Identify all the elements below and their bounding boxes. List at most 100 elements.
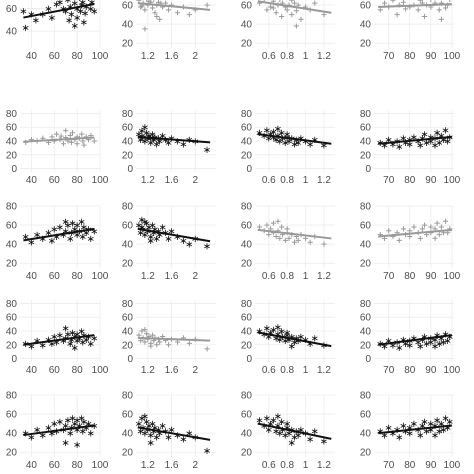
data-point xyxy=(312,0,318,6)
data-point: ∗ xyxy=(141,230,149,241)
y-tick-label: 0 xyxy=(127,354,133,365)
trend-line xyxy=(23,3,95,19)
data-point: ∗ xyxy=(44,335,52,346)
y-tick-label: 80 xyxy=(241,299,253,310)
data-point xyxy=(321,241,327,247)
trend-line xyxy=(23,136,95,143)
data-point: ∗ xyxy=(66,2,74,13)
data-point: ∗ xyxy=(435,427,443,438)
data-point: ∗ xyxy=(263,413,271,424)
data-point xyxy=(407,233,413,240)
data-point: ∗ xyxy=(151,423,159,434)
data-point: ∗ xyxy=(406,139,414,150)
data-point xyxy=(80,138,86,144)
y-tick-label: 0 xyxy=(365,164,371,175)
y-tick-label: 80 xyxy=(6,109,18,120)
panel-r2-c3: 0204060800.60.811.2∗∗∗∗∗∗∗∗∗∗∗∗∗∗∗∗∗∗∗∗∗… xyxy=(241,109,335,186)
panel-r2-c2: 0204060801.21.62∗∗∗∗∗∗∗∗∗∗∗∗∗∗∗∗∗∗∗∗∗∗∗∗… xyxy=(122,109,216,186)
data-point: ∗ xyxy=(399,335,407,346)
data-point: ∗ xyxy=(320,436,328,447)
data-point: ∗ xyxy=(148,221,156,232)
data-point: ∗ xyxy=(443,423,451,434)
data-point xyxy=(63,128,69,134)
data-point: ∗ xyxy=(164,138,172,149)
data-point: ∗ xyxy=(401,427,409,438)
data-point: ∗ xyxy=(203,242,211,253)
data-point: ∗ xyxy=(81,9,89,20)
data-point: ∗ xyxy=(150,228,158,239)
x-tick-label: 80 xyxy=(404,365,416,376)
data-point: ∗ xyxy=(431,335,439,346)
data-point: ∗ xyxy=(278,425,286,436)
data-point: ∗ xyxy=(306,339,314,350)
x-tick-label: 40 xyxy=(26,460,38,471)
x-tick-label: 80 xyxy=(404,51,416,62)
x-tick-label: 90 xyxy=(425,460,437,471)
x-tick-label: 1.6 xyxy=(165,365,179,376)
data-point xyxy=(293,23,299,29)
data-point: ∗ xyxy=(179,139,187,150)
data-point: ∗ xyxy=(79,427,87,438)
data-point: ∗ xyxy=(80,222,88,233)
data-point: ∗ xyxy=(297,425,305,436)
data-point: ∗ xyxy=(401,339,409,350)
data-point: ∗ xyxy=(71,343,79,354)
data-point: ∗ xyxy=(73,329,81,340)
y-tick-label: 80 xyxy=(360,109,372,120)
data-point: ∗ xyxy=(272,427,280,438)
data-point: ∗ xyxy=(27,432,35,443)
data-point xyxy=(273,10,279,16)
data-point xyxy=(279,224,285,230)
x-tick-label: 1.2 xyxy=(141,460,155,471)
data-point: ∗ xyxy=(135,419,143,430)
data-point: ∗ xyxy=(80,18,88,29)
y-tick-label: 80 xyxy=(360,391,372,402)
data-point xyxy=(449,0,451,2)
data-point: ∗ xyxy=(82,335,90,346)
x-tick-label: 60 xyxy=(49,365,61,376)
data-point: ∗ xyxy=(82,228,90,239)
x-tick-label: 1.2 xyxy=(317,460,331,471)
data-point xyxy=(153,0,155,2)
data-point: ∗ xyxy=(427,419,435,430)
data-point xyxy=(165,342,172,348)
data-point: ∗ xyxy=(52,338,60,349)
data-point xyxy=(291,239,298,245)
data-point: ∗ xyxy=(84,0,92,4)
data-point: ∗ xyxy=(431,431,439,442)
data-point: ∗ xyxy=(290,338,298,349)
data-point: ∗ xyxy=(137,135,145,146)
data-point: ∗ xyxy=(422,339,430,350)
x-tick-label: 1 xyxy=(303,460,309,471)
y-tick-label: 40 xyxy=(6,240,18,251)
data-point: ∗ xyxy=(265,134,273,145)
data-point: ∗ xyxy=(263,125,271,136)
data-point: ∗ xyxy=(78,327,86,338)
data-point: ∗ xyxy=(141,429,149,440)
data-point: ∗ xyxy=(79,232,87,243)
data-point: ∗ xyxy=(437,419,445,430)
x-tick-label: 1.2 xyxy=(141,51,155,62)
data-point: ∗ xyxy=(156,429,164,440)
x-tick-label: 80 xyxy=(404,460,416,471)
trend-line xyxy=(23,424,95,437)
data-point: ∗ xyxy=(301,137,309,148)
data-point: ∗ xyxy=(73,13,81,24)
x-tick-label: 60 xyxy=(49,460,61,471)
data-point: ∗ xyxy=(73,230,81,241)
data-point: ∗ xyxy=(90,333,98,344)
data-point: ∗ xyxy=(151,224,159,235)
data-point: ∗ xyxy=(281,336,289,347)
data-point: ∗ xyxy=(150,135,158,146)
data-point xyxy=(396,237,402,243)
data-point xyxy=(419,226,426,232)
y-tick-label: 60 xyxy=(122,410,134,421)
y-tick-label: 80 xyxy=(6,202,18,213)
x-tick-label: 0.8 xyxy=(280,175,294,186)
y-tick-label: 60 xyxy=(6,123,18,134)
data-point: ∗ xyxy=(443,137,451,148)
x-tick-label: 100 xyxy=(444,365,461,376)
x-tick-label: 0.8 xyxy=(280,51,294,62)
x-tick-label: 100 xyxy=(92,460,109,471)
y-tick-label: 20 xyxy=(6,259,18,270)
